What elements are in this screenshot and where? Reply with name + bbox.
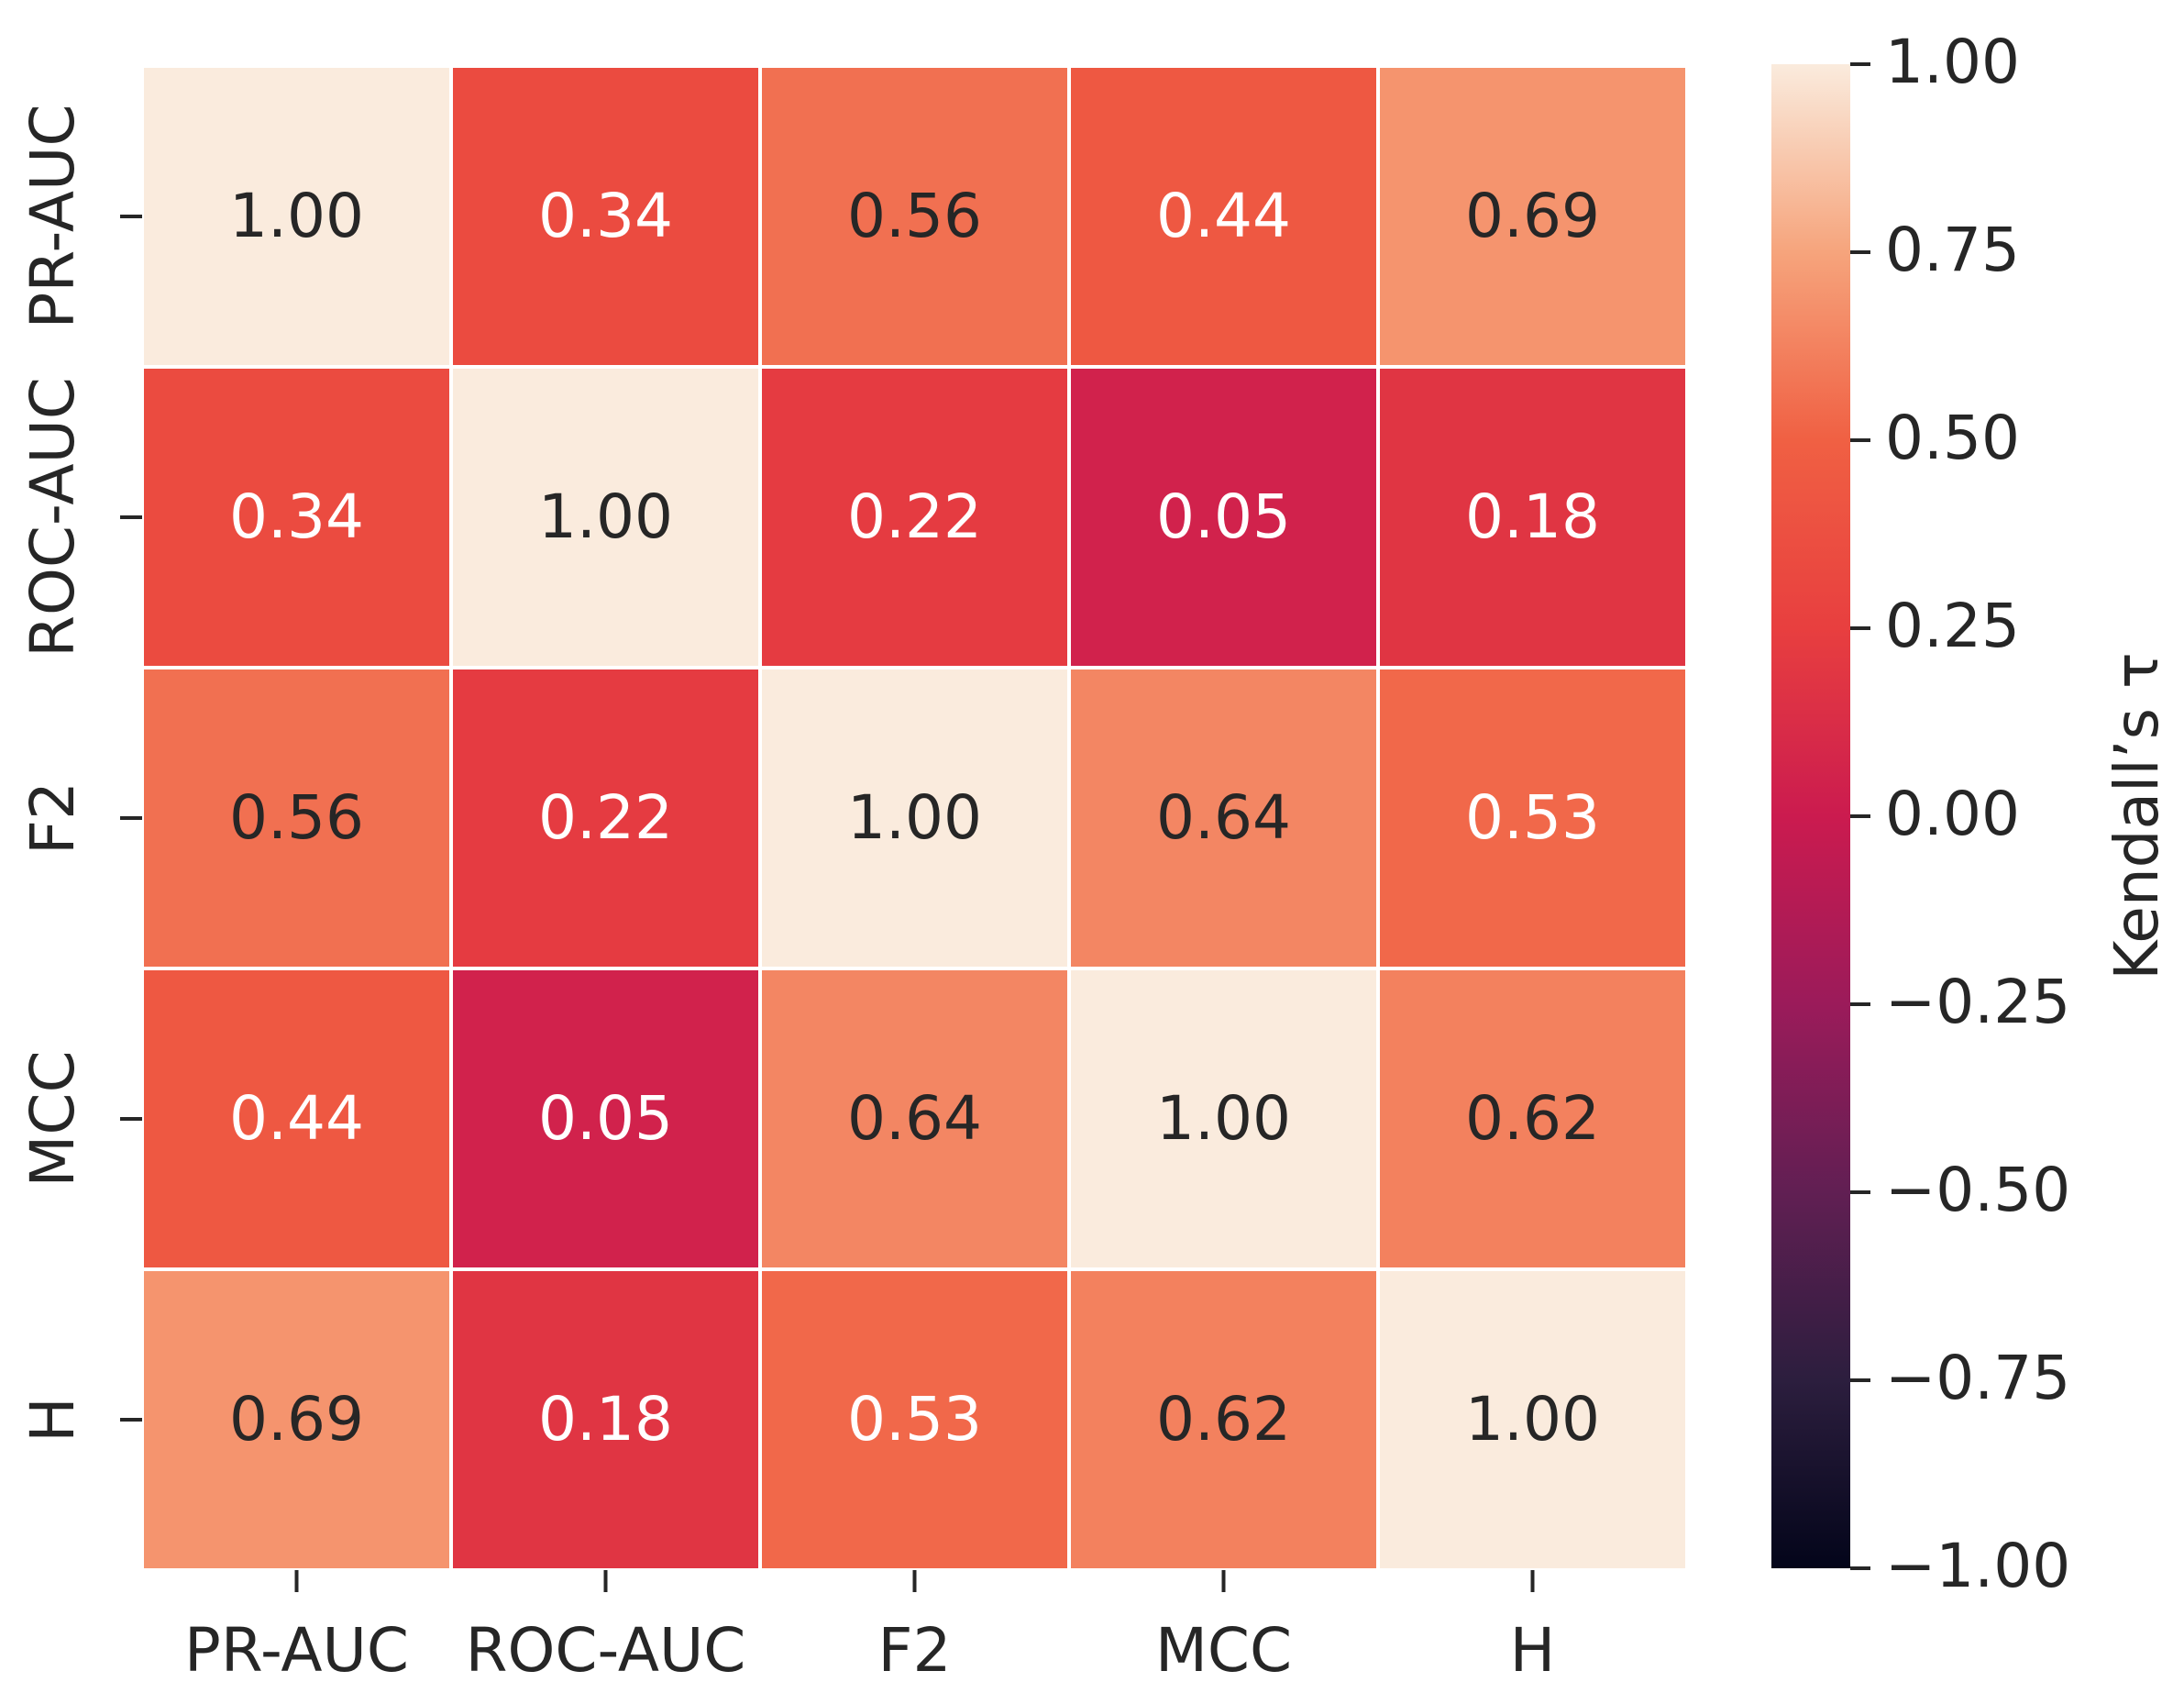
heatmap-value-label-1-0: 0.34 [229,481,364,552]
heatmap-value-label-1-2: 0.22 [847,481,982,552]
y-tick-label-2: F2 [17,781,88,855]
x-tick-label-1: ROC-AUC [466,1615,746,1686]
heatmap-cell-1-2 [758,365,1071,669]
heatmap-value-label-3-2: 0.64 [847,1083,982,1154]
heatmap-value-label-1-1: 1.00 [538,481,673,552]
heatmap-cell-4-0 [140,1267,453,1572]
y-axis: PR-AUC ROC-AUC F2 MCC H [17,105,142,1443]
heatmap-cell-3-2 [758,967,1071,1271]
colorbar: 1.00 0.75 0.50 0.25 0.00 −0.25 −0.50 −0.75 −1.00 [1771,27,2070,1601]
y-tick-label-0: PR-AUC [17,105,88,329]
heatmap-value-label-4-0: 0.69 [229,1384,364,1455]
heatmap-value-label-1-4: 0.18 [1465,481,1600,552]
heatmap-cell-0-2 [758,64,1071,369]
heatmap-cell-0-3 [1067,64,1380,369]
heatmap-value-label-2-0: 0.56 [229,782,364,853]
heatmap-value-label-4-3: 0.62 [1156,1384,1291,1455]
x-tick-label-0: PR-AUC [184,1615,409,1686]
heatmap-value-label-0-1: 0.34 [538,181,673,251]
heatmap-cell-2-4 [1376,666,1689,970]
colorbar-tick-label-1: 0.75 [1885,215,2020,285]
x-tick-label-4: H [1510,1615,1556,1686]
heatmap-cell-1-0 [140,365,453,669]
heatmap-value-label-3-4: 0.62 [1465,1083,1600,1154]
heatmap-value-label-3-1: 0.05 [538,1083,673,1154]
colorbar-tick-label-2: 0.50 [1885,403,2020,473]
heatmap-cell-4-1 [449,1267,762,1572]
y-tick-label-1: ROC-AUC [17,377,88,658]
heatmap-cell-0-4 [1376,64,1689,369]
x-axis: PR-AUC ROC-AUC F2 MCC H [184,1570,1555,1686]
heatmap-cell-2-3 [1067,666,1380,970]
heatmap-value-label-0-3: 0.44 [1156,181,1291,251]
heatmap-value-label-4-2: 0.53 [847,1384,982,1455]
heatmap-cell-0-1 [449,64,762,369]
heatmap-value-label-2-2: 1.00 [847,782,982,853]
heatmap-cell-1-4 [1376,365,1689,669]
heatmap-value-label-4-4: 1.00 [1465,1384,1600,1455]
heatmap-value-label-2-1: 0.22 [538,782,673,853]
x-tick-label-3: MCC [1155,1615,1292,1686]
heatmap-value-label-1-3: 0.05 [1156,481,1291,552]
heatmap-value-label-0-2: 0.56 [847,181,982,251]
heatmap-value-label-0-0: 1.00 [229,181,364,251]
heatmap-cell-3-4 [1376,967,1689,1271]
colorbar-gradient [1771,64,1850,1568]
colorbar-tick-label-0: 1.00 [1885,27,2020,97]
heatmap-value-label-0-4: 0.69 [1465,181,1600,251]
heatmap-cell-3-1 [449,967,762,1271]
colorbar-tick-label-8: −1.00 [1885,1531,2070,1601]
heatmap-cell-2-2 [758,666,1071,970]
colorbar-tick-label-4: 0.00 [1885,779,2020,849]
heatmap-value-label-4-1: 0.18 [538,1384,673,1455]
x-tick-label-2: F2 [878,1615,952,1686]
heatmap-cell-0-0 [140,64,453,369]
y-tick-label-3: MCC [17,1050,88,1187]
heatmap-cell-4-4 [1376,1267,1689,1572]
heatmap-cell-2-1 [449,666,762,970]
heatmap-cell-3-3 [1067,967,1380,1271]
heatmap-value-label-2-4: 0.53 [1465,782,1600,853]
heatmap-value-label-2-3: 0.64 [1156,782,1291,853]
heatmap-value-label-3-3: 1.00 [1156,1083,1291,1154]
y-tick-label-4: H [17,1397,88,1443]
heatmap-value-labels: 1.00 0.34 0.56 0.44 0.69 0.34 1.00 0.22 0.05 0.18… [229,181,1600,1455]
heatmap-value-label-3-0: 0.44 [229,1083,364,1154]
colorbar-tick-label-5: −0.25 [1885,967,2070,1037]
heatmap-cells [140,64,1689,1572]
heatmap-cell-4-2 [758,1267,1071,1572]
colorbar-tick-label-3: 0.25 [1885,591,2020,661]
colorbar-tick-label-7: −0.75 [1885,1343,2070,1413]
colorbar-title: Kendall’s τ [2101,652,2172,980]
colorbar-tick-label-6: −0.50 [1885,1155,2070,1225]
